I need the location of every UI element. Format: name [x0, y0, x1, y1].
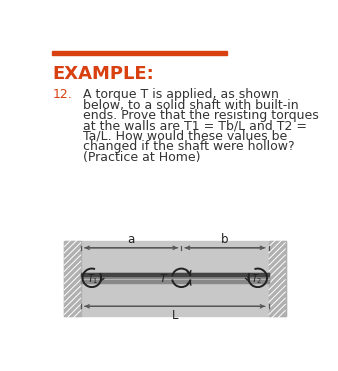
Bar	[52, 51, 227, 55]
Text: at the walls are T1 = Tb/L and T2 =: at the walls are T1 = Tb/L and T2 =	[82, 119, 307, 132]
Text: EXAMPLE:: EXAMPLE:	[52, 65, 154, 83]
Text: (Practice at Home): (Practice at Home)	[82, 151, 200, 164]
Bar	[64, 241, 81, 316]
Text: 12.: 12.	[52, 88, 72, 101]
Text: $T_2$: $T_2$	[251, 272, 263, 286]
Text: $T_1$: $T_1$	[87, 272, 98, 286]
Text: changed if the shaft were hollow?: changed if the shaft were hollow?	[82, 140, 294, 153]
Bar	[269, 241, 286, 316]
Bar	[64, 241, 286, 316]
Bar	[81, 273, 269, 283]
Text: $T$: $T$	[160, 272, 169, 284]
Text: ends. Prove that the resisting torques: ends. Prove that the resisting torques	[82, 109, 318, 122]
Text: b: b	[221, 233, 229, 246]
Text: below, to a solid shaft with built-in: below, to a solid shaft with built-in	[82, 99, 298, 112]
Text: L: L	[171, 309, 178, 322]
Text: a: a	[127, 233, 135, 246]
Text: Ta/L. How would these values be: Ta/L. How would these values be	[82, 130, 287, 143]
Text: A torque T is applied, as shown: A torque T is applied, as shown	[82, 88, 279, 101]
Bar	[81, 273, 269, 276]
